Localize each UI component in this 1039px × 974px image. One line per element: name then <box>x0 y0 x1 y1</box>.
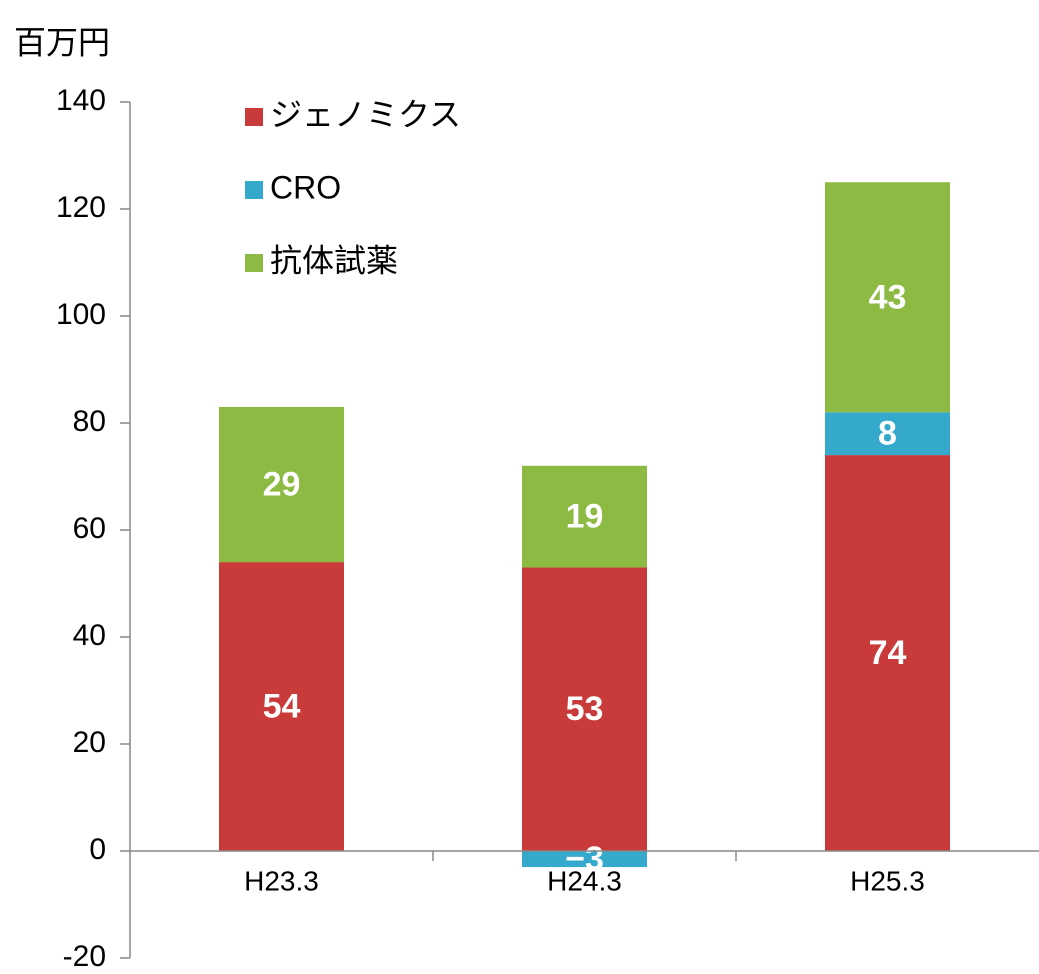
y-tick-label: 0 <box>89 833 106 866</box>
y-tick-label: 120 <box>56 191 106 224</box>
x-tick-label: H23.3 <box>244 865 319 896</box>
data-label: 29 <box>263 466 301 504</box>
data-label: 53 <box>566 690 604 728</box>
data-label: 74 <box>869 634 907 672</box>
bar-segment <box>522 465 647 568</box>
data-label: 43 <box>869 278 907 316</box>
y-axis-label: 百万円 <box>14 24 110 60</box>
bar-segment <box>825 182 950 413</box>
y-tick-label: 40 <box>73 619 106 652</box>
data-label: −3 <box>565 840 604 878</box>
bar-segment <box>219 406 344 563</box>
y-tick-label: -20 <box>63 940 106 973</box>
legend-label: 抗体試薬 <box>270 242 398 278</box>
bar-segment <box>825 455 950 851</box>
data-label: 19 <box>566 498 604 536</box>
legend-label: ジェノミクス <box>270 96 461 132</box>
data-label: 8 <box>878 415 897 453</box>
y-tick-label: 60 <box>73 512 106 545</box>
bar-segment <box>825 412 950 456</box>
y-tick-label: 80 <box>73 405 106 438</box>
bar-segment <box>219 562 344 851</box>
x-tick-label: H24.3 <box>547 865 622 896</box>
y-tick-label: 20 <box>73 726 106 759</box>
legend-label: CRO <box>270 169 341 205</box>
bar-segment <box>522 567 647 851</box>
bar-segment <box>522 851 647 868</box>
legend-swatch <box>245 181 263 199</box>
y-tick-label: 140 <box>56 84 106 117</box>
y-tick-label: 100 <box>56 298 106 331</box>
legend-swatch <box>245 108 263 126</box>
data-label: 54 <box>263 688 301 726</box>
legend-swatch <box>245 254 263 272</box>
x-tick-label: H25.3 <box>850 865 925 896</box>
